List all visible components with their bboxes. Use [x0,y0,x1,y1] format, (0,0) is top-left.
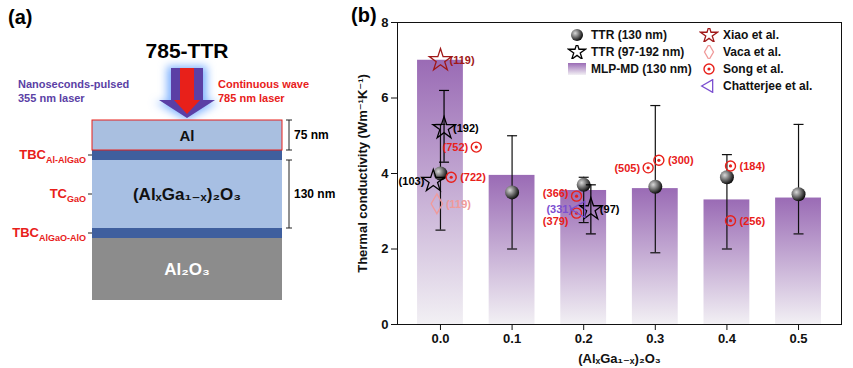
svg-text:(97): (97) [600,203,620,215]
svg-text:TBCAlGaO-AlO: TBCAlGaO-AlO [12,225,86,243]
html-text:Xiao et al.: Xiao et al. [723,27,779,42]
html-text:TTR (130 nm): TTR (130 nm) [591,27,667,42]
html-text:TTR (97-192 nm): TTR (97-192 nm) [591,44,685,59]
html-text:Chatterjee et al.: Chatterjee et al. [723,78,813,93]
svg-text:Al: Al [180,127,195,144]
svg-text:(119): (119) [446,198,471,210]
svg-text:(752): (752) [443,141,469,153]
svg-text:4: 4 [381,166,389,181]
html-text:Vaca et al.: Vaca et al. [723,44,781,59]
svg-text:(300): (300) [668,154,694,166]
svg-text:(AlₓGa₁₋ₓ)₂O₃: (AlₓGa₁₋ₓ)₂O₃ [133,185,241,204]
svg-text:785 nm laser: 785 nm laser [218,92,285,104]
html-text:(b): (b) [351,4,377,26]
html-text:MLP-MD (130 nm): MLP-MD (130 nm) [591,61,692,76]
svg-text:130 nm: 130 nm [294,187,335,201]
svg-text:TCGaO: TCGaO [50,186,86,204]
svg-text:(379): (379) [543,215,569,227]
svg-text:0.0: 0.0 [431,331,449,346]
svg-text:(103): (103) [399,175,425,187]
svg-text:6: 6 [381,90,388,105]
svg-text:(331): (331) [546,203,572,215]
svg-text:(722): (722) [460,171,486,183]
svg-text:Nanoseconds-pulsed: Nanoseconds-pulsed [18,78,129,90]
svg-text:75 nm: 75 nm [294,128,329,142]
svg-text:785-TTR: 785-TTR [146,39,229,62]
svg-text:Al₂O₃: Al₂O₃ [164,260,210,279]
svg-text:0.4: 0.4 [718,331,737,346]
svg-text:0.3: 0.3 [646,331,664,346]
svg-text:TBCAl-AlGaO: TBCAl-AlGaO [19,147,86,165]
svg-text:(184): (184) [740,160,766,172]
svg-text:(a): (a) [8,6,32,28]
svg-text:8: 8 [381,15,388,30]
svg-text:0.5: 0.5 [789,331,807,346]
svg-text:0.1: 0.1 [503,331,521,346]
svg-text:(256): (256) [740,215,766,227]
html-text:Song et al.: Song et al. [723,61,784,76]
svg-text:Continuous wave: Continuous wave [218,78,309,90]
svg-text:355 nm laser: 355 nm laser [18,92,85,104]
svg-text:Thermal conductivity (Wm⁻¹K⁻¹): Thermal conductivity (Wm⁻¹K⁻¹) [355,74,370,273]
svg-text:0.2: 0.2 [575,331,593,346]
svg-text:(AlₓGa₁₋ₓ)₂O₃: (AlₓGa₁₋ₓ)₂O₃ [578,351,661,366]
svg-text:0: 0 [381,317,388,332]
svg-text:(119): (119) [449,54,474,66]
svg-text:(366): (366) [543,187,569,199]
svg-text:2: 2 [381,241,388,256]
svg-text:(505): (505) [614,162,640,174]
svg-text:(192): (192) [453,122,479,134]
